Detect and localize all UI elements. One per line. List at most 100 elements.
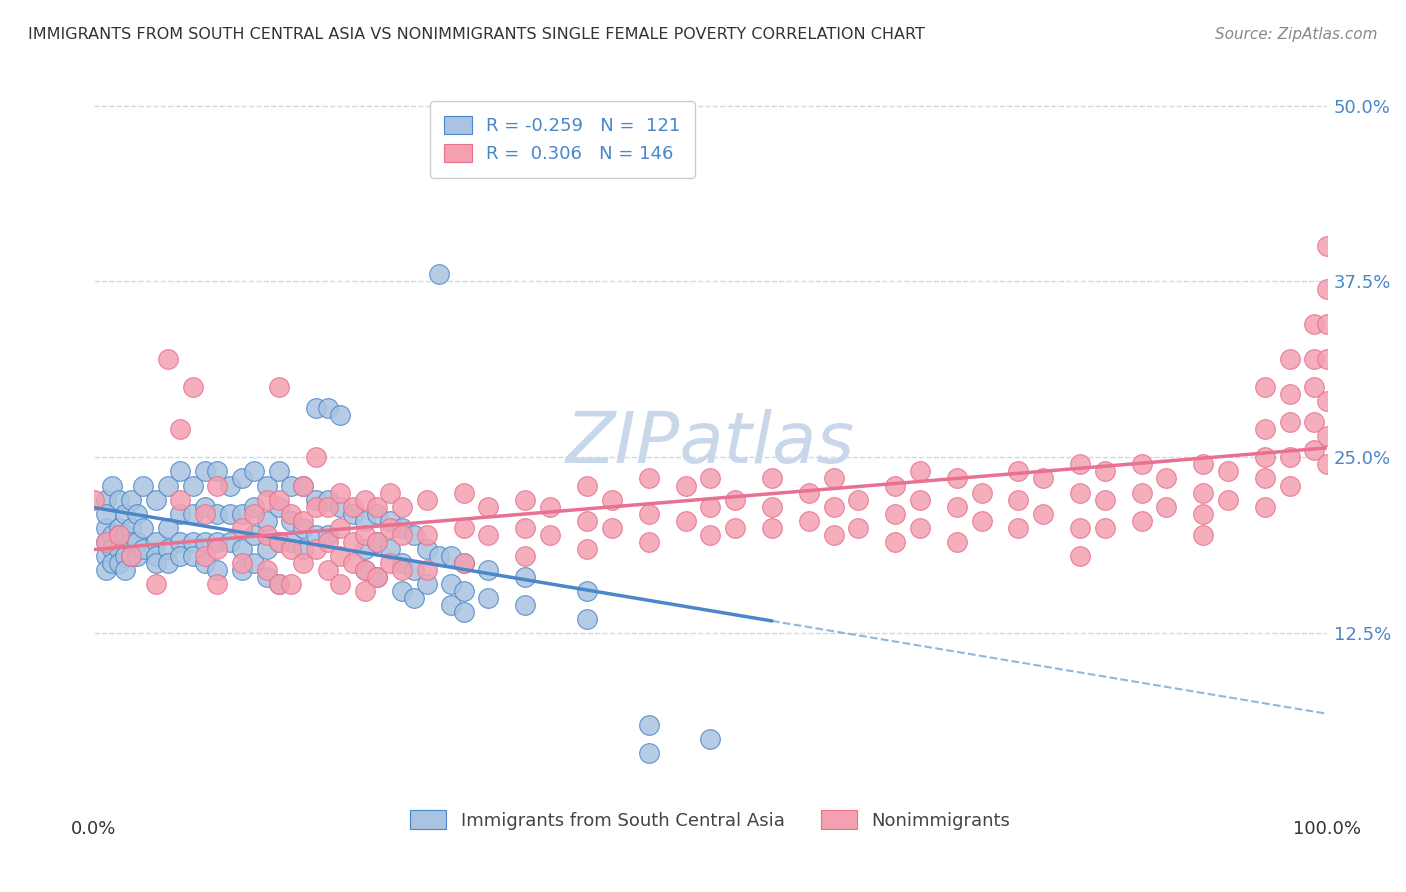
Point <box>453 485 475 500</box>
Point <box>637 717 659 731</box>
Point <box>366 570 388 584</box>
Point <box>1094 465 1116 479</box>
Point <box>169 422 191 436</box>
Point <box>292 514 315 528</box>
Point <box>156 351 179 366</box>
Point <box>96 534 118 549</box>
Point <box>267 500 290 514</box>
Point <box>243 507 266 521</box>
Point <box>366 570 388 584</box>
Point <box>391 563 413 577</box>
Point <box>231 563 253 577</box>
Point <box>169 492 191 507</box>
Text: IMMIGRANTS FROM SOUTH CENTRAL ASIA VS NONIMMIGRANTS SINGLE FEMALE POVERTY CORREL: IMMIGRANTS FROM SOUTH CENTRAL ASIA VS NO… <box>28 27 925 42</box>
Point <box>267 577 290 591</box>
Point <box>576 541 599 556</box>
Point <box>205 541 228 556</box>
Point <box>1216 492 1239 507</box>
Point <box>96 534 118 549</box>
Point <box>1192 527 1215 541</box>
Point <box>637 471 659 485</box>
Point <box>1130 514 1153 528</box>
Point <box>114 549 136 563</box>
Point <box>329 549 352 563</box>
Point <box>515 570 537 584</box>
Point <box>823 527 845 541</box>
Point <box>391 527 413 541</box>
Point <box>404 563 426 577</box>
Point <box>256 563 278 577</box>
Point <box>292 556 315 570</box>
Point <box>125 507 148 521</box>
Point <box>453 521 475 535</box>
Point <box>1254 471 1277 485</box>
Point <box>538 500 561 514</box>
Point <box>391 556 413 570</box>
Point <box>354 584 377 599</box>
Point <box>1278 415 1301 429</box>
Point <box>114 507 136 521</box>
Point <box>391 584 413 599</box>
Point <box>181 380 204 394</box>
Point <box>329 577 352 591</box>
Point <box>267 465 290 479</box>
Point <box>884 534 907 549</box>
Point <box>83 492 105 507</box>
Point <box>342 556 364 570</box>
Point <box>1303 351 1326 366</box>
Point <box>267 534 290 549</box>
Point <box>1069 485 1091 500</box>
Point <box>156 541 179 556</box>
Point <box>378 514 401 528</box>
Point <box>600 492 623 507</box>
Point <box>256 527 278 541</box>
Point <box>724 521 747 535</box>
Point <box>292 521 315 535</box>
Point <box>292 478 315 492</box>
Point <box>1007 492 1029 507</box>
Point <box>305 492 328 507</box>
Point <box>145 549 167 563</box>
Point <box>114 527 136 541</box>
Point <box>181 507 204 521</box>
Point <box>515 549 537 563</box>
Point <box>1192 485 1215 500</box>
Point <box>946 534 969 549</box>
Point <box>453 556 475 570</box>
Point <box>1316 458 1339 472</box>
Point <box>699 471 721 485</box>
Point <box>724 492 747 507</box>
Point <box>378 485 401 500</box>
Point <box>114 563 136 577</box>
Point <box>194 507 217 521</box>
Point <box>1192 458 1215 472</box>
Point <box>280 541 302 556</box>
Point <box>354 527 377 541</box>
Point <box>156 521 179 535</box>
Point <box>292 478 315 492</box>
Point <box>181 478 204 492</box>
Point <box>761 471 783 485</box>
Point <box>316 492 339 507</box>
Point <box>145 577 167 591</box>
Point <box>440 549 463 563</box>
Point <box>1130 485 1153 500</box>
Point <box>1094 492 1116 507</box>
Point <box>1069 521 1091 535</box>
Point <box>366 507 388 521</box>
Point <box>267 577 290 591</box>
Point <box>231 541 253 556</box>
Point <box>305 541 328 556</box>
Point <box>169 534 191 549</box>
Point <box>366 534 388 549</box>
Point <box>107 521 129 535</box>
Point <box>1303 443 1326 458</box>
Point <box>125 549 148 563</box>
Point <box>1156 500 1178 514</box>
Point <box>699 731 721 746</box>
Point <box>477 591 499 605</box>
Point <box>342 534 364 549</box>
Point <box>243 527 266 541</box>
Point <box>761 521 783 535</box>
Point <box>205 465 228 479</box>
